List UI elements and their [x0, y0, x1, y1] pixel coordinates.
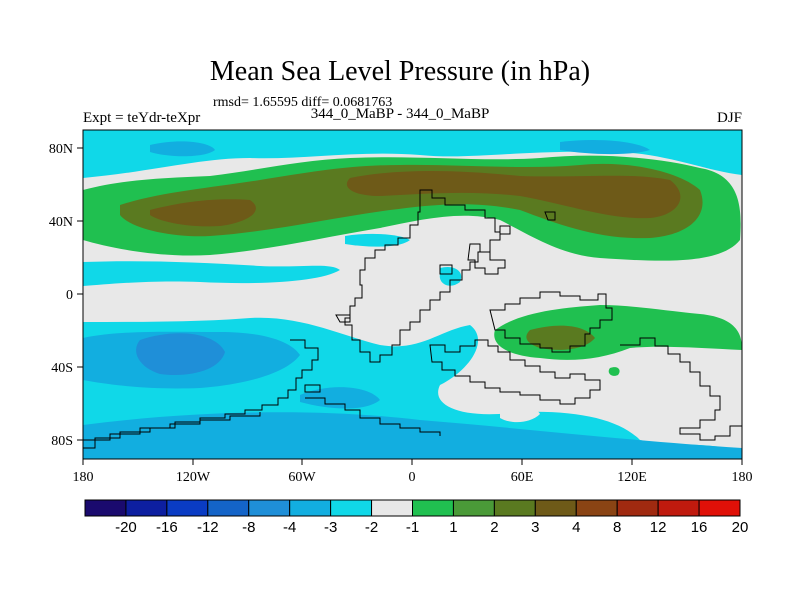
colorbar-label: -8	[242, 519, 255, 536]
arctic-low-patch	[150, 141, 215, 157]
colorbar-label: 20	[732, 519, 749, 536]
small-high-spot	[608, 367, 620, 376]
equatorial-low-strip	[83, 261, 340, 286]
island-outline-small	[544, 211, 556, 221]
colorbar-label: 16	[691, 519, 708, 536]
colorbar-label: 8	[613, 519, 621, 536]
island-outline-africa	[439, 264, 453, 275]
x-tick-label: 60E	[511, 470, 534, 485]
island-outline-tiny	[499, 225, 511, 235]
mid-lat-low-patch	[345, 233, 410, 247]
colorbar-swatch	[698, 499, 741, 517]
page-title: Mean Sea Level Pressure (in hPa)	[209, 56, 591, 87]
colorbar-swatch	[493, 499, 536, 517]
y-tick-label: 0	[66, 288, 73, 303]
y-tick-labels: 80N 40N 0 40S 80S	[49, 142, 73, 449]
colorbar-label: 4	[572, 519, 580, 536]
south-indian-high-core	[526, 325, 595, 350]
colorbar-label: 3	[531, 519, 539, 536]
africa-low-patch	[439, 266, 462, 286]
colorbar-label: -20	[115, 519, 137, 536]
colorbar-label: -2	[365, 519, 378, 536]
colorbar-swatch	[125, 499, 168, 517]
y-tick-label: 40N	[49, 215, 73, 230]
colorbar-swatch	[412, 499, 454, 517]
colorbar-swatch	[289, 499, 332, 517]
season-label: DJF	[716, 110, 742, 126]
rmsd-diff-subtitle: rmsd= 1.65595 diff= 0.0681763	[213, 95, 393, 110]
colorbar-swatch	[657, 499, 700, 517]
y-tick-label: 80N	[49, 142, 73, 157]
x-tick-label: 120W	[176, 470, 211, 485]
colorbar-swatch	[84, 499, 127, 517]
neutral-island	[500, 405, 540, 423]
colorbar-label: -16	[156, 519, 178, 536]
continent-outline-east-south	[620, 337, 742, 441]
colorbar-label: 12	[650, 519, 667, 536]
experiment-label: Expt = teYdr-teXpr	[83, 110, 201, 126]
x-tick-label: 120E	[617, 470, 647, 485]
x-tick-labels: 180 120W 60W 0 60E 120E 180	[73, 470, 753, 485]
x-tick-label: 60W	[288, 470, 316, 485]
continent-outline-south	[305, 397, 441, 436]
colorbar-swatch	[166, 499, 209, 517]
y-tick-label: 40S	[51, 361, 73, 376]
arctic-low-patch-east	[560, 139, 650, 155]
comparison-label: 344_0_MaBP - 344_0_MaBP	[310, 106, 490, 122]
x-tick-label: 180	[732, 470, 753, 485]
colorbar-label: -3	[324, 519, 337, 536]
neutral-island-east	[655, 428, 700, 443]
colorbar-swatch	[371, 499, 413, 517]
continent-outline-gondwana	[429, 339, 601, 405]
continent-outline-east	[489, 291, 613, 353]
continent-outline-south-west	[83, 339, 319, 449]
colorbar-swatch	[330, 499, 373, 517]
colorbar: -20 -16 -12 -8 -4 -3 -2 -1 1 2 3 4 8 12 16 20	[84, 499, 749, 536]
colorbar-label: -4	[283, 519, 296, 536]
colorbar-label: -12	[197, 519, 219, 536]
contour-field	[83, 130, 742, 459]
colorbar-swatch	[248, 499, 291, 517]
x-tick-label: 0	[409, 470, 416, 485]
colorbar-label: -1	[406, 519, 419, 536]
eurasia-high-core	[346, 171, 681, 219]
colorbar-label: 1	[449, 519, 457, 536]
island-outline	[467, 243, 506, 275]
north-atlantic-high-core	[150, 199, 256, 227]
x-tick-label: 180	[73, 470, 94, 485]
colorbar-swatch	[452, 499, 495, 517]
axis-ticks	[77, 147, 743, 465]
south-pacific-low-core	[136, 333, 225, 376]
y-tick-label: 80S	[51, 434, 73, 449]
colorbar-swatch	[534, 499, 577, 517]
antarctic-low-band	[83, 412, 742, 459]
colorbar-swatch	[575, 499, 618, 517]
island-outline-west	[335, 314, 351, 323]
continent-outline-antarctic	[83, 412, 261, 441]
colorbar-swatch	[616, 499, 659, 517]
colorbar-label: 2	[490, 519, 498, 536]
colorbar-swatch	[207, 499, 250, 517]
continent-outlines	[83, 189, 742, 449]
island-outline-south-west	[304, 384, 321, 393]
